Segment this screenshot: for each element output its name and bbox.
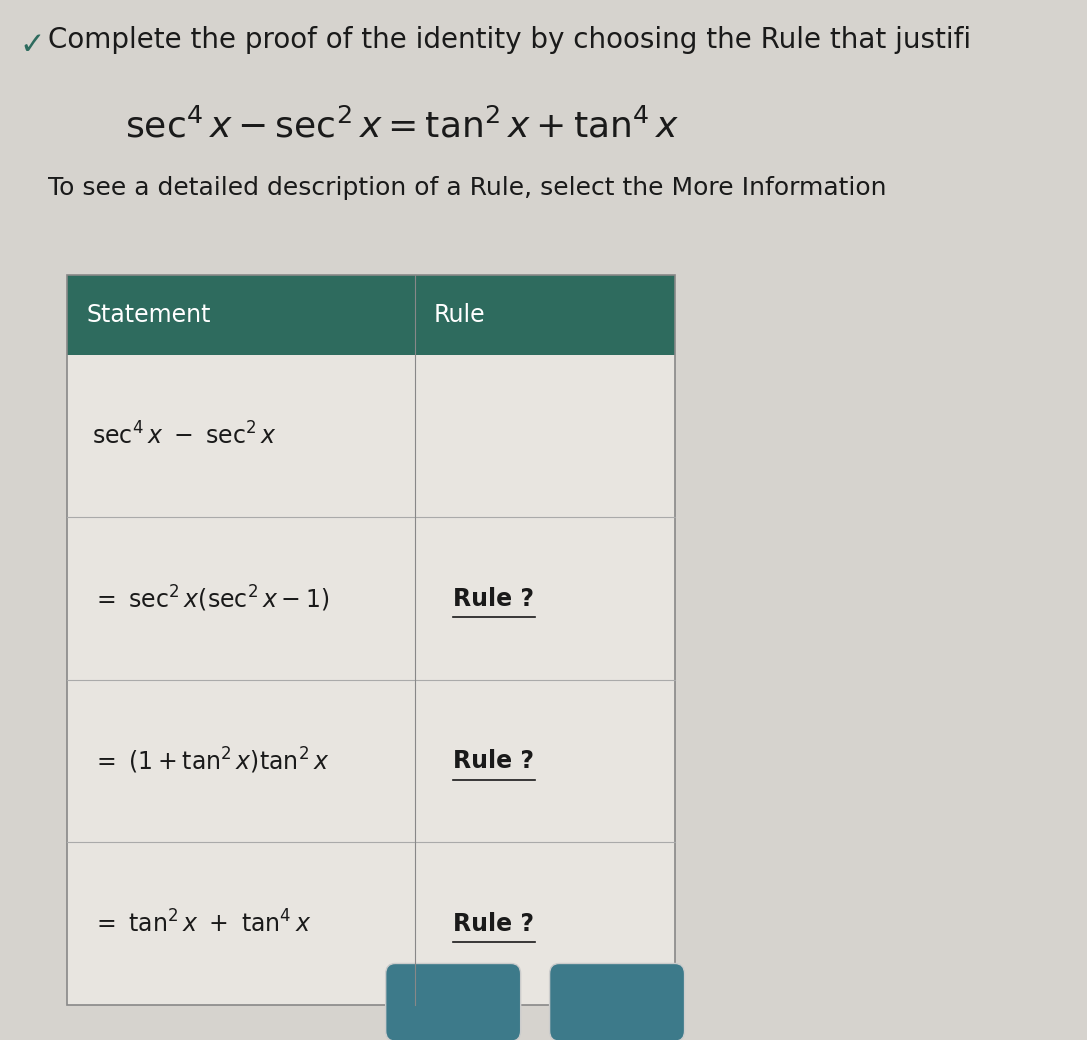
FancyBboxPatch shape	[67, 355, 675, 1005]
Text: $=\ \tan^2 x\ +\ \tan^4 x$: $=\ \tan^2 x\ +\ \tan^4 x$	[91, 910, 311, 937]
Text: Rule: Rule	[434, 303, 486, 327]
Text: $=\ \left(1 + \tan^2 x\right)\tan^2 x$: $=\ \left(1 + \tan^2 x\right)\tan^2 x$	[91, 746, 329, 776]
Text: ✓: ✓	[20, 31, 45, 60]
Text: $\sec^4 x\ -\ \sec^2 x$: $\sec^4 x\ -\ \sec^2 x$	[91, 422, 276, 449]
Text: Rule ?: Rule ?	[453, 587, 534, 610]
Text: To see a detailed description of a Rule, select the More Information: To see a detailed description of a Rule,…	[48, 176, 887, 200]
Text: Complete the proof of the identity by choosing the Rule that justifi: Complete the proof of the identity by ch…	[48, 26, 972, 54]
Text: Rule ?: Rule ?	[453, 749, 534, 773]
FancyBboxPatch shape	[67, 275, 675, 355]
Text: Rule ?: Rule ?	[453, 912, 534, 936]
Text: $=\ \sec^2 x\left(\sec^2 x - 1\right)$: $=\ \sec^2 x\left(\sec^2 x - 1\right)$	[91, 583, 329, 614]
FancyBboxPatch shape	[386, 963, 521, 1040]
Text: $\sec^4 x - \sec^2 x = \tan^2 x + \tan^4 x$: $\sec^4 x - \sec^2 x = \tan^2 x + \tan^4…	[125, 109, 679, 145]
Text: Statement: Statement	[87, 303, 211, 327]
FancyBboxPatch shape	[550, 963, 685, 1040]
